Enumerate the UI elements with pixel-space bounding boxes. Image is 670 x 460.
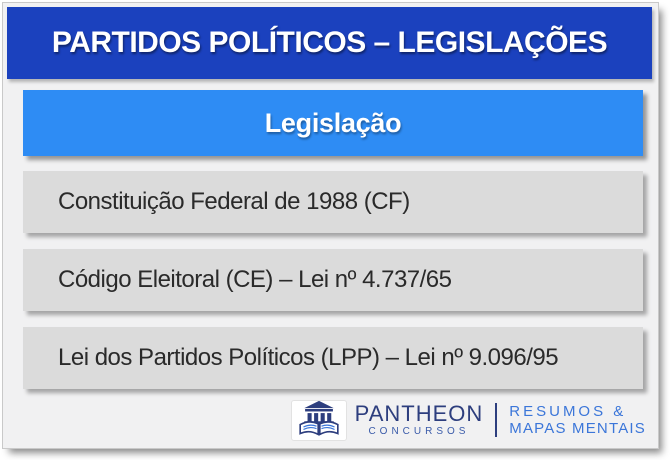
brand-name: PANTHEON [354, 401, 484, 426]
legislation-item-label: Constituição Federal de 1988 (CF) [58, 188, 410, 215]
pantheon-temple-open-book-icon [294, 400, 344, 441]
infographic-card: PARTIDOS POLÍTICOS – LEGISLAÇÕES Legisla… [2, 2, 659, 449]
legislation-item-label: Código Eleitoral (CE) – Lei nº 4.737/65 [58, 266, 452, 293]
brand-footer: PANTHEON CONCURSOS RESUMOS & MAPAS MENTA… [290, 398, 646, 442]
page-title-bar: PARTIDOS POLÍTICOS – LEGISLAÇÕES [7, 7, 652, 79]
legislation-item-label: Lei dos Partidos Políticos (LPP) – Lei n… [58, 344, 559, 371]
brand-tagline-block: RESUMOS & MAPAS MENTAIS [509, 403, 646, 438]
legislation-item-cf: Constituição Federal de 1988 (CF) [23, 171, 643, 233]
legislation-item-lpp: Lei dos Partidos Políticos (LPP) – Lei n… [23, 327, 643, 389]
tagline-line-1: RESUMOS & [509, 402, 627, 420]
pantheon-logo-tile [290, 399, 347, 441]
tagline-line-2: MAPAS MENTAIS [509, 420, 646, 437]
legislacao-header-label: Legislação [264, 107, 402, 138]
legislacao-header-bar: Legislação [23, 90, 643, 156]
brand-subtitle: CONCURSOS [368, 426, 470, 437]
brand-name-block: PANTHEON CONCURSOS [355, 403, 484, 437]
page-title: PARTIDOS POLÍTICOS – LEGISLAÇÕES [51, 26, 608, 59]
legislation-item-codigo-eleitoral: Código Eleitoral (CE) – Lei nº 4.737/65 [23, 249, 643, 311]
footer-divider [495, 403, 498, 437]
